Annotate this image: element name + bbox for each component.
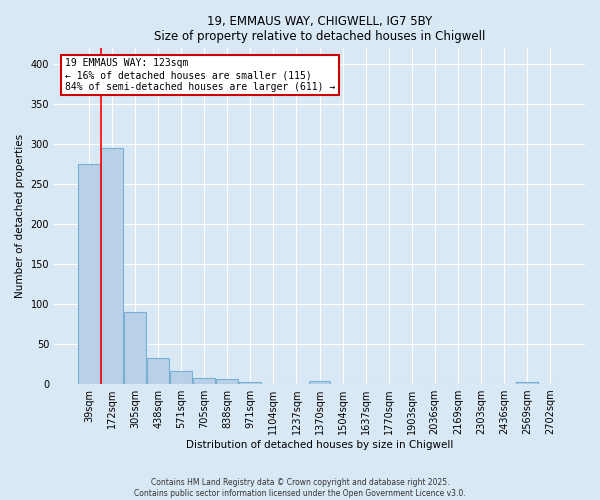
Bar bbox=[308, 381, 331, 384]
Bar bbox=[78, 164, 100, 384]
Bar bbox=[217, 379, 238, 384]
Title: 19, EMMAUS WAY, CHIGWELL, IG7 5BY
Size of property relative to detached houses i: 19, EMMAUS WAY, CHIGWELL, IG7 5BY Size o… bbox=[154, 15, 485, 43]
Bar bbox=[193, 378, 215, 384]
Bar bbox=[516, 382, 538, 384]
Text: 19 EMMAUS WAY: 123sqm
← 16% of detached houses are smaller (115)
84% of semi-det: 19 EMMAUS WAY: 123sqm ← 16% of detached … bbox=[65, 58, 335, 92]
X-axis label: Distribution of detached houses by size in Chigwell: Distribution of detached houses by size … bbox=[186, 440, 453, 450]
Bar bbox=[101, 148, 123, 384]
Bar bbox=[170, 371, 192, 384]
Y-axis label: Number of detached properties: Number of detached properties bbox=[15, 134, 25, 298]
Bar bbox=[124, 312, 146, 384]
Bar bbox=[239, 382, 262, 384]
Bar bbox=[147, 358, 169, 384]
Text: Contains HM Land Registry data © Crown copyright and database right 2025.
Contai: Contains HM Land Registry data © Crown c… bbox=[134, 478, 466, 498]
